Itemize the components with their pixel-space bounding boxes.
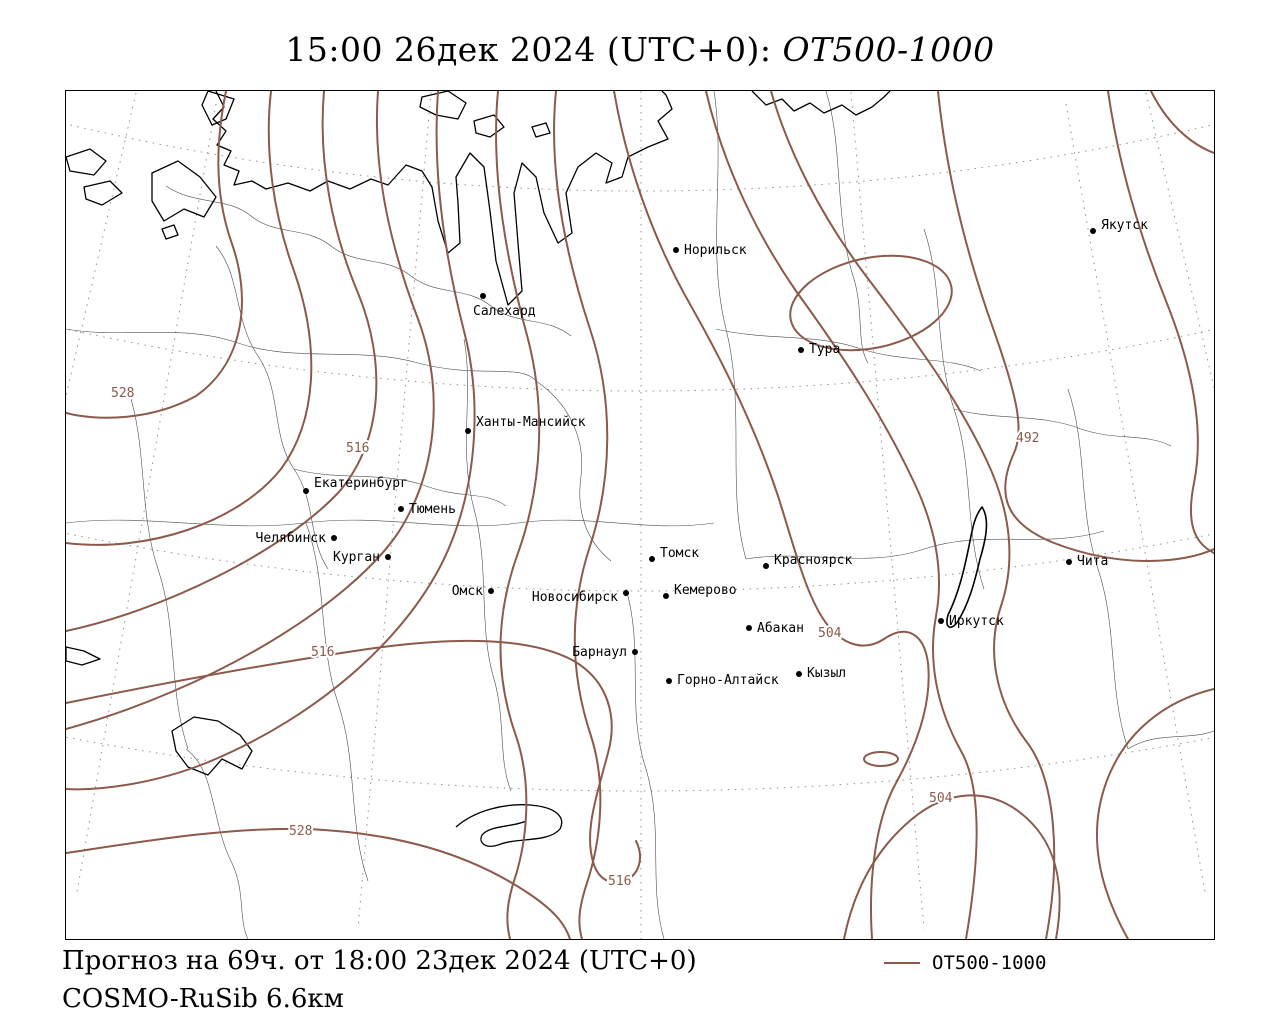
city-label: Чита bbox=[1077, 554, 1108, 569]
island bbox=[201, 91, 235, 126]
city-marker: Салехард bbox=[473, 293, 536, 319]
city-label: Абакан bbox=[757, 621, 804, 636]
city-label: Барнаул bbox=[572, 645, 627, 660]
city-label: Норильск bbox=[684, 243, 747, 258]
page-title: 15:00 26дек 2024 (UTC+0): OT500-1000 bbox=[0, 30, 1280, 69]
city-marker: Барнаул bbox=[572, 645, 638, 660]
island bbox=[473, 114, 505, 138]
legend-contour-sample bbox=[884, 962, 920, 964]
coast-left-edge bbox=[66, 646, 101, 666]
arctic-coast bbox=[212, 91, 673, 306]
city-marker: Тюмень bbox=[398, 502, 456, 517]
contour-label: 528 bbox=[111, 386, 134, 401]
city-label: Кызыл bbox=[807, 666, 846, 681]
city-label: Новосибирск bbox=[532, 590, 618, 605]
city-label: Тура bbox=[809, 342, 840, 357]
city-dot bbox=[488, 588, 494, 594]
forecast-info: Прогноз на 69ч. от 18:00 23дек 2024 (UTC… bbox=[62, 946, 697, 976]
lake-southwest bbox=[171, 716, 253, 776]
island bbox=[161, 224, 179, 240]
city-layer: Норильск Якутск Салехард Тура Ханты-Мансийск… bbox=[256, 218, 1149, 688]
city-marker: Челябинск bbox=[256, 531, 337, 546]
city-label: Екатеринбург bbox=[314, 476, 408, 491]
city-marker: Кемерово bbox=[663, 583, 737, 599]
lake-baikal bbox=[946, 506, 988, 628]
city-label: Красноярск bbox=[774, 553, 852, 568]
city-dot bbox=[303, 488, 309, 494]
city-label: Омск bbox=[452, 584, 483, 599]
legend: OT500-1000 bbox=[884, 952, 1046, 974]
city-dot bbox=[385, 554, 391, 560]
city-dot bbox=[798, 347, 804, 353]
city-dot bbox=[663, 593, 669, 599]
city-label: Иркутск bbox=[949, 614, 1004, 629]
contour-label: 516 bbox=[608, 874, 631, 889]
city-dot bbox=[398, 506, 404, 512]
city-dot bbox=[673, 247, 679, 253]
city-dot bbox=[623, 590, 629, 596]
graticule bbox=[66, 91, 1214, 939]
city-marker: Кызыл bbox=[796, 666, 846, 681]
city-label: Ханты-Мансийск bbox=[476, 415, 586, 430]
city-label: Якутск bbox=[1101, 218, 1148, 233]
city-dot bbox=[649, 556, 655, 562]
contour-label: 516 bbox=[311, 645, 334, 660]
city-marker: Омск bbox=[452, 584, 494, 599]
city-dot bbox=[763, 563, 769, 569]
city-label: Горно-Алтайск bbox=[677, 673, 779, 688]
city-dot bbox=[480, 293, 486, 299]
title-parameter: OT500-1000 bbox=[782, 30, 995, 69]
city-marker: Тура bbox=[798, 342, 840, 357]
city-marker: Курган bbox=[333, 550, 391, 565]
city-dot bbox=[331, 535, 337, 541]
city-marker: Абакан bbox=[746, 621, 804, 636]
island bbox=[83, 180, 123, 206]
city-dot bbox=[938, 618, 944, 624]
legend-label: OT500-1000 bbox=[932, 952, 1047, 974]
city-label: Челябинск bbox=[256, 531, 327, 546]
city-marker: Якутск bbox=[1090, 218, 1148, 234]
contour-label: 528 bbox=[289, 824, 312, 839]
city-marker: Ханты-Мансийск bbox=[465, 415, 586, 434]
coastlines bbox=[66, 91, 988, 847]
city-marker: Иркутск bbox=[938, 614, 1004, 629]
city-dot bbox=[796, 671, 802, 677]
city-marker: Норильск bbox=[673, 243, 747, 258]
city-dot bbox=[465, 428, 471, 434]
island bbox=[151, 160, 217, 222]
forecast-map: 528 516 492 504 516 528 504 516 Норильск Якутск С… bbox=[66, 91, 1214, 939]
city-label: Томск bbox=[660, 546, 699, 561]
model-info: COSMO-RuSib 6.6км bbox=[62, 984, 344, 1014]
contour-lines bbox=[66, 91, 1214, 939]
region-borders bbox=[66, 91, 1214, 939]
map-frame: 528 516 492 504 516 528 504 516 Норильск Якутск С… bbox=[65, 90, 1215, 940]
island bbox=[419, 91, 467, 120]
contour-label-layer: 528 516 492 504 516 528 504 516 bbox=[109, 384, 1041, 891]
city-label: Курган bbox=[333, 550, 380, 565]
city-dot bbox=[632, 649, 638, 655]
city-marker: Красноярск bbox=[763, 553, 852, 569]
city-marker: Горно-Алтайск bbox=[666, 673, 779, 688]
city-label: Кемерово bbox=[674, 583, 737, 598]
city-dot bbox=[1090, 228, 1096, 234]
lake-south bbox=[455, 804, 563, 847]
city-dot bbox=[746, 625, 752, 631]
taymyr-coast bbox=[751, 91, 891, 116]
island bbox=[531, 122, 551, 138]
city-marker: Чита bbox=[1066, 554, 1108, 569]
city-dot bbox=[1066, 559, 1072, 565]
island bbox=[66, 148, 107, 176]
contour-label: 504 bbox=[929, 791, 953, 806]
contour-label: 504 bbox=[818, 626, 842, 641]
city-marker: Екатеринбург bbox=[303, 476, 408, 494]
city-label: Салехард bbox=[473, 304, 536, 319]
contour-label: 492 bbox=[1016, 431, 1039, 446]
city-marker: Новосибирск bbox=[532, 590, 629, 605]
title-datetime: 15:00 26дек 2024 (UTC+0): bbox=[285, 30, 783, 69]
city-marker: Томск bbox=[649, 546, 699, 562]
contour-label: 516 bbox=[346, 441, 369, 456]
city-dot bbox=[666, 678, 672, 684]
city-label: Тюмень bbox=[409, 502, 456, 517]
